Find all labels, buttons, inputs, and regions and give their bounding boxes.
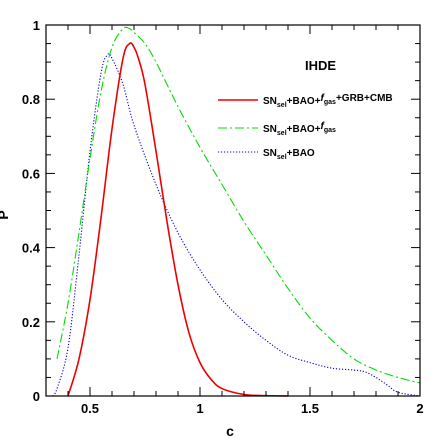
legend-label-1: SNsel+BAO+fgas xyxy=(263,121,336,137)
y-tick-label: 0.4 xyxy=(22,241,41,256)
x-tick-label: 0.5 xyxy=(81,401,99,416)
y-tick-label: 0.2 xyxy=(22,315,40,330)
legend-label-2: SNsel+BAO xyxy=(263,148,315,161)
x-tick-label: 2 xyxy=(416,401,423,416)
y-axis-title: P xyxy=(0,210,11,219)
x-tick-label: 1 xyxy=(196,401,203,416)
series-line-1 xyxy=(56,26,421,384)
ticks-layer xyxy=(45,24,421,397)
x-tick-label: 1.5 xyxy=(301,401,319,416)
y-tick-label: 0 xyxy=(33,389,40,404)
y-tick-label: 0.6 xyxy=(22,166,40,181)
legend-label-0: SNsel+BAO+fgas+GRB+CMB xyxy=(263,93,393,109)
curves-layer xyxy=(52,26,421,397)
x-axis-title: c xyxy=(226,423,234,439)
chart-annotation: IHDE xyxy=(305,58,336,73)
series-line-2 xyxy=(52,52,421,397)
series-line-0 xyxy=(67,42,289,397)
tick-labels-layer: 0.5 1 1.5 2 0 0.2 0.4 0.6 0.8 1 xyxy=(22,18,424,416)
y-tick-label: 1 xyxy=(33,18,40,33)
y-tick-label: 0.8 xyxy=(22,92,40,107)
legend: SNsel+BAO+fgas+GRB+CMB SNsel+BAO+fgas SNse… xyxy=(218,93,393,161)
